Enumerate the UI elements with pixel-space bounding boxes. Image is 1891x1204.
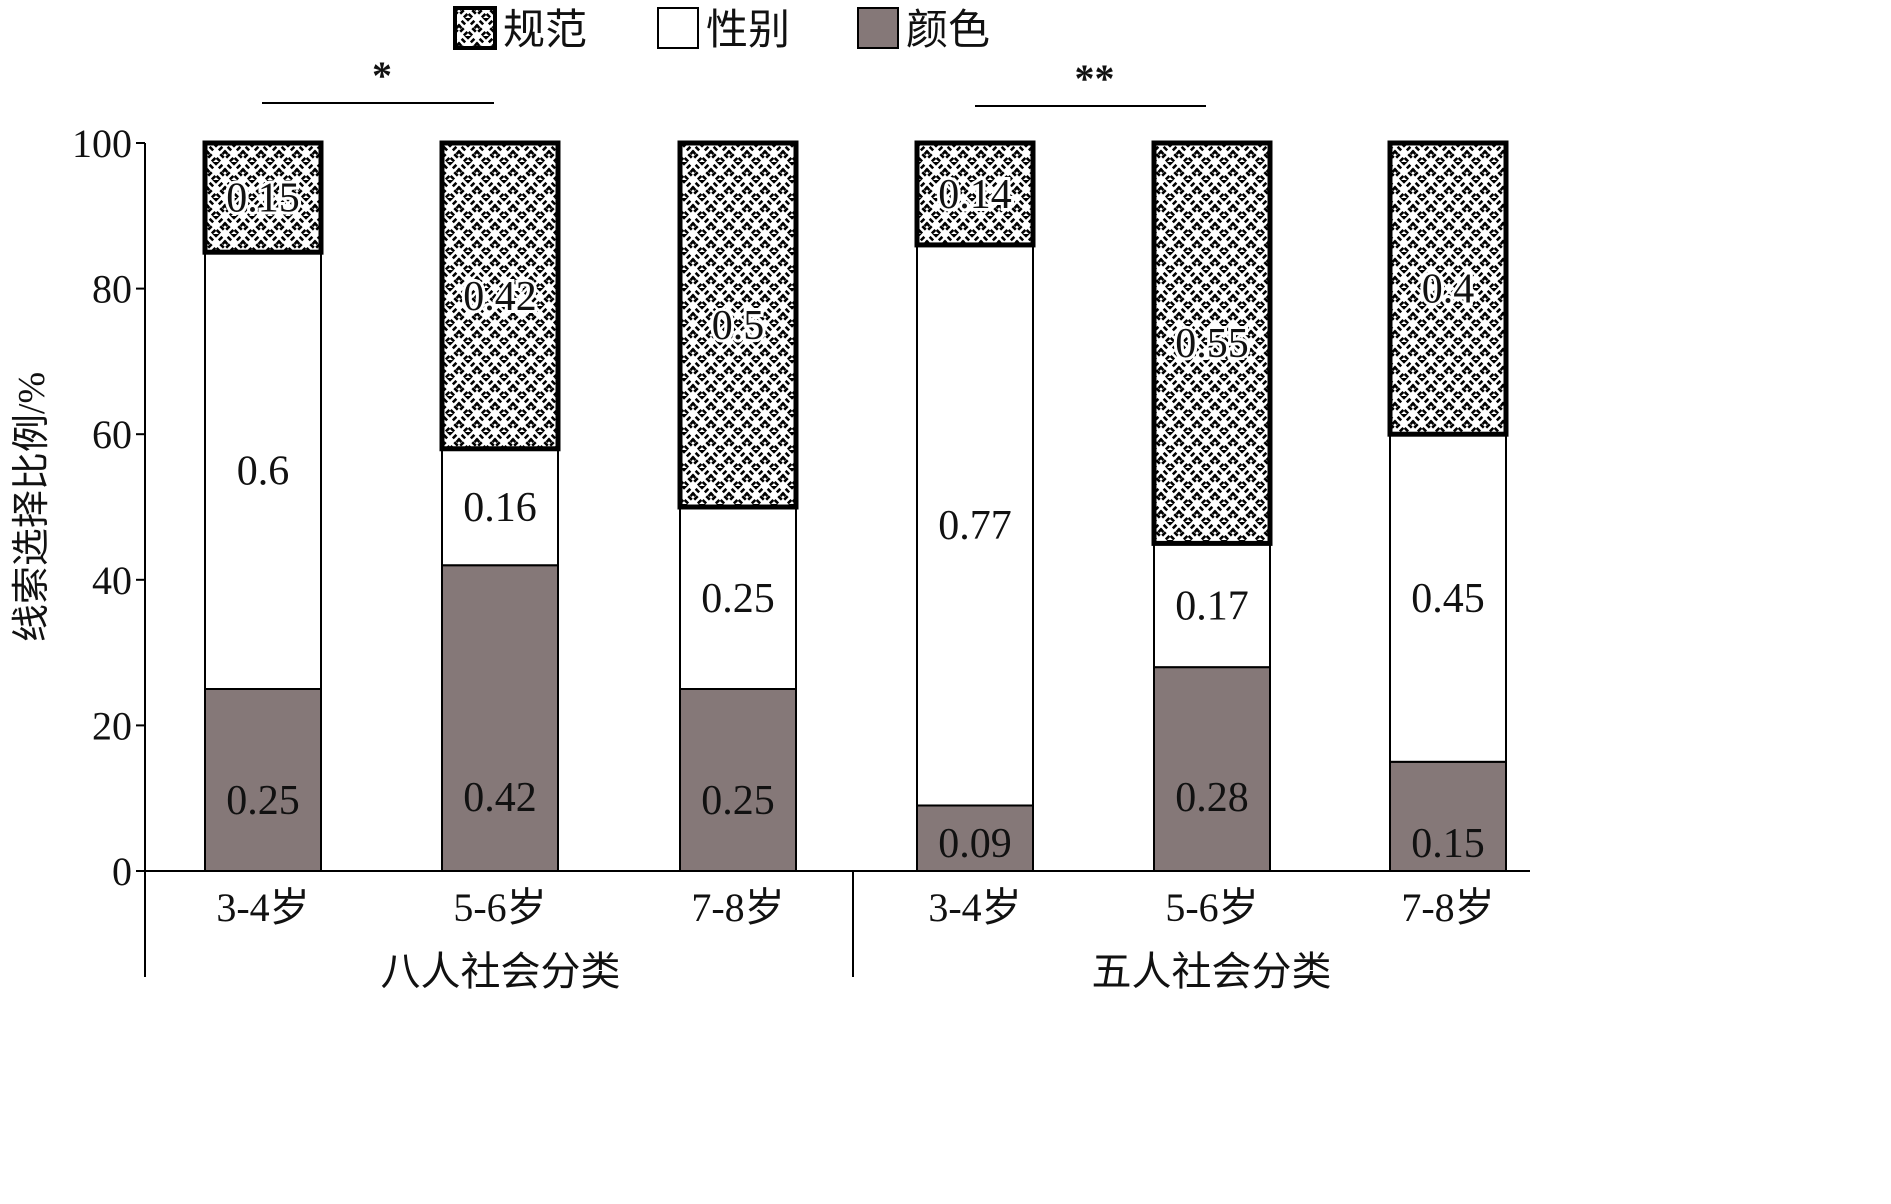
bar-value-label: 0.55: [1175, 321, 1249, 367]
bar-segment-规范: [677, 140, 799, 510]
legend-swatch-颜色: [857, 7, 899, 49]
stacked-bar-chart: 规范 性别 颜色 * ** 0.25 0.6 0.15 0.42 0.16 0.42 0.25 0.…: [11, 6, 1530, 994]
bars: 0.25 0.6 0.15 0.42 0.16 0.42 0.25 0.25 0.5 0.09 0.…: [202, 140, 1509, 872]
chart-canvas: 规范 性别 颜色 * ** 0.250.60.150.420.160.420.250.…: [11, 6, 1530, 994]
y-tick-label: 20: [92, 703, 132, 748]
bar-segment-规范: [1151, 140, 1273, 546]
bar-value-label: 0.14: [938, 172, 1012, 218]
bar-segment-颜色: [679, 688, 797, 872]
x-category-label: 7-8岁: [1401, 885, 1494, 930]
significance-markers: * **: [262, 53, 1206, 107]
y-tick-label: 100: [72, 121, 132, 166]
legend-label: 规范: [503, 8, 587, 54]
group-label: 八人社会分类: [381, 949, 621, 994]
y-tick-label: 80: [92, 267, 132, 312]
x-category-label: 7-8岁: [691, 885, 784, 930]
bar-value-label: 0.09: [938, 821, 1012, 867]
bar-value-label: 0.6: [237, 449, 290, 495]
bar-value-label: 0.28: [1175, 775, 1249, 821]
bar-value-label: 0.25: [701, 778, 775, 824]
legend-swatch-性别: [657, 7, 699, 49]
bar-segment-颜色: [1389, 760, 1507, 872]
y-tick-label: 60: [92, 412, 132, 457]
bar-value-label: 0.15: [1411, 821, 1485, 867]
bar-segment-颜色: [204, 688, 322, 872]
bar-value-label: 0.42: [463, 274, 537, 320]
bar-segment-规范: [914, 140, 1036, 248]
bar-value-label: 0.4: [1422, 267, 1475, 313]
legend-swatch-规范: [453, 6, 497, 50]
bar-value-label: 0.17: [1175, 583, 1249, 629]
x-category-label: 5-6岁: [453, 885, 546, 930]
bar-value-label: 0.25: [226, 778, 300, 824]
bar-segment-规范: [1387, 140, 1509, 437]
bar-value-label: 0.42: [463, 775, 537, 821]
bar-segment-颜色: [441, 564, 559, 872]
bar-value-label: 0.15: [226, 176, 300, 222]
y-tick-label: 40: [92, 558, 132, 603]
bar-segment-规范: [439, 140, 561, 452]
bar-value-label: 0.45: [1411, 576, 1485, 622]
bar-segment-性别: [1153, 542, 1271, 669]
bar-value-label: 0.5: [712, 303, 765, 349]
significance-star: *: [372, 53, 392, 98]
bar-value-label: 0.25: [701, 576, 775, 622]
y-tick-label: 0: [112, 849, 132, 894]
x-category-label: 3-4岁: [928, 885, 1021, 930]
group-label: 五人社会分类: [1092, 949, 1332, 994]
bar-value-label: 0.77: [938, 503, 1012, 549]
bar-segment-性别: [441, 447, 559, 567]
x-category-label: 5-6岁: [1165, 885, 1258, 930]
bar-segment-性别: [1389, 433, 1507, 763]
legend-label: 性别: [706, 8, 790, 54]
legend-label: 颜色: [906, 8, 990, 54]
y-axis-title: 线索选择比例/%: [11, 372, 53, 642]
bar-segment-性别: [679, 506, 797, 690]
bar-segment-规范: [202, 140, 324, 255]
legend: 规范 性别 颜色: [453, 6, 990, 54]
significance-star: **: [1075, 56, 1115, 101]
bar-value-label: 0.16: [463, 485, 537, 531]
x-category-label: 3-4岁: [216, 885, 309, 930]
bar-segment-颜色: [1153, 666, 1271, 872]
